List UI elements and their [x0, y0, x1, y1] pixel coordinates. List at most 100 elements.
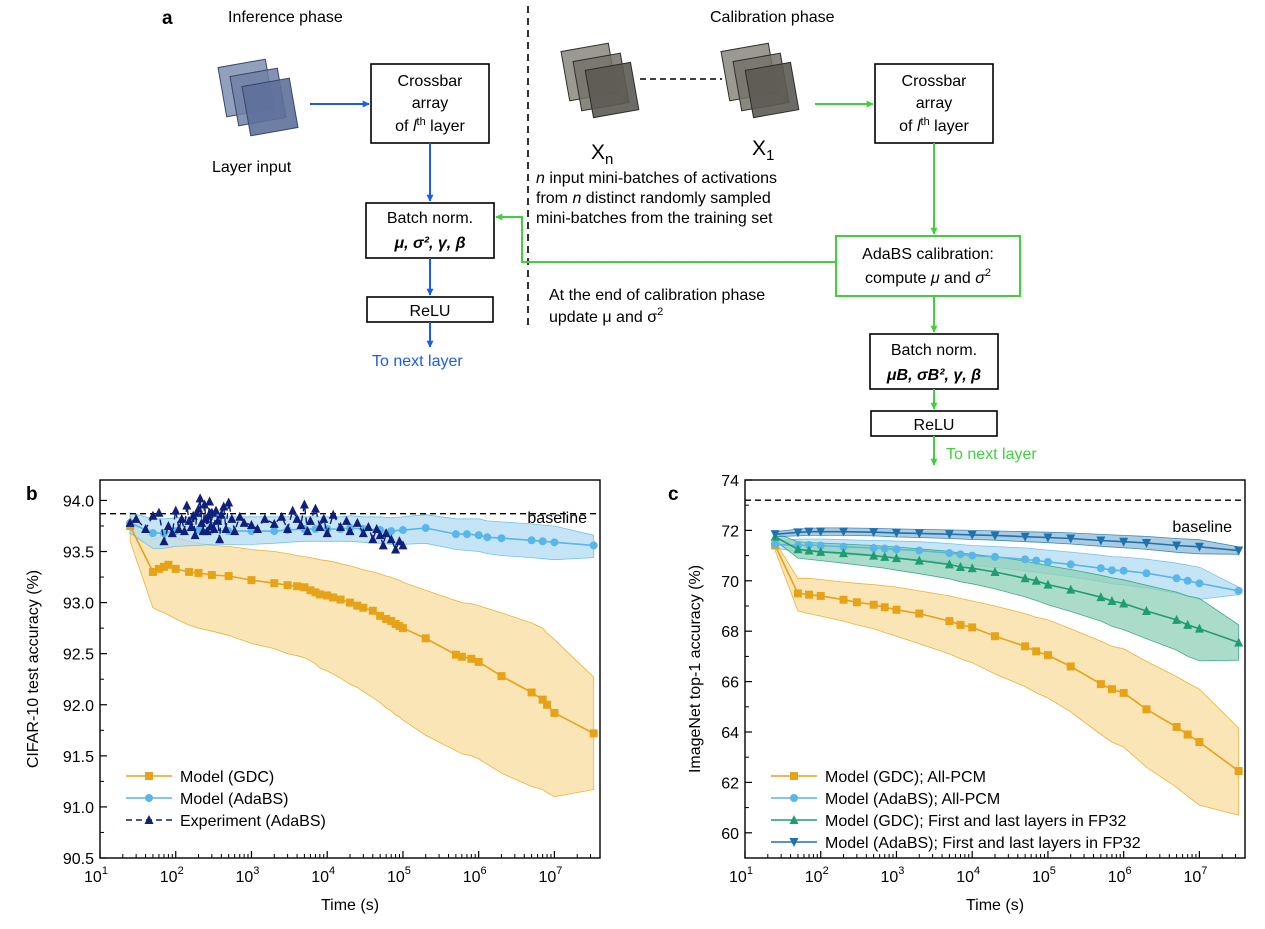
- ytick-label-c-3: 66: [721, 675, 739, 692]
- xtick-label-b-1: 102: [160, 865, 184, 886]
- calibration-batchnorm-params: μB, σB², γ, β: [886, 367, 981, 384]
- point-c-1-7: [892, 545, 901, 554]
- point-b-1-17: [387, 527, 396, 536]
- xtick-label-b-6: 107: [538, 865, 562, 886]
- ytick-label-b-2: 91.5: [63, 749, 94, 766]
- point-c-2-6: [880, 551, 890, 561]
- ytick-label-b-7: 94.0: [63, 493, 94, 510]
- point-b-0-5: [171, 564, 180, 573]
- point-c-2-18: [1107, 595, 1117, 605]
- point-b-0-40: [550, 708, 559, 717]
- point-b-0-13: [293, 582, 302, 591]
- panel-c-label: c: [668, 484, 679, 505]
- point-b-2-55: [319, 513, 329, 523]
- calibration-crossbar-line2: array: [916, 95, 952, 112]
- legend-label-b-1: Model (AdaBS): [180, 791, 289, 808]
- point-b-2-26: [205, 496, 215, 506]
- point-b-2-36: [224, 497, 234, 507]
- point-b-2-1: [131, 513, 141, 523]
- point-c-3-6: [891, 528, 901, 538]
- point-b-2-9: [174, 524, 184, 534]
- point-b-2-69: [386, 534, 396, 544]
- point-c-2-20: [1141, 606, 1151, 616]
- point-c-2-10: [955, 561, 965, 571]
- point-c-0-16: [1043, 651, 1052, 660]
- point-c-1-20: [1142, 569, 1151, 578]
- point-c-3-1: [793, 528, 803, 538]
- point-b-0-38: [538, 695, 547, 704]
- point-b-2-48: [292, 513, 302, 523]
- point-b-2-54: [315, 521, 325, 531]
- ytick-label-c-7: 74: [721, 473, 739, 490]
- point-c-1-8: [915, 546, 924, 555]
- calibration-crossbar-line1: Crossbar: [902, 73, 968, 90]
- inference-crossbar-line3: of lth layer: [395, 116, 465, 135]
- point-c-2-15: [1043, 579, 1053, 589]
- point-b-0-10: [247, 576, 256, 585]
- point-b-2-7: [167, 528, 177, 538]
- point-b-1-25: [527, 536, 536, 545]
- point-c-0-22: [1172, 722, 1181, 731]
- point-c-1-4: [839, 542, 848, 551]
- point-c-3-8: [944, 530, 954, 540]
- point-b-0-35: [474, 657, 483, 666]
- point-b-2-60: [345, 526, 355, 536]
- arrow-update-stats: [495, 213, 836, 263]
- point-c-2-1: [793, 544, 803, 554]
- point-c-0-15: [1032, 647, 1041, 656]
- ytick-label-b-5: 93.0: [63, 596, 94, 613]
- legend-marker-b-0: [145, 772, 153, 780]
- point-c-1-18: [1107, 566, 1116, 575]
- band-c-0: [774, 540, 1240, 816]
- point-b-1-28: [589, 541, 598, 550]
- point-b-2-0: [125, 517, 135, 527]
- point-b-2-43: [260, 513, 270, 523]
- point-c-2-11: [967, 563, 977, 573]
- point-c-2-12: [990, 566, 1000, 576]
- legend-label-c-1: Model (AdaBS); All-PCM: [825, 791, 1000, 808]
- legend-marker-c-3: [789, 838, 799, 847]
- point-b-2-50: [299, 499, 309, 509]
- point-c-1-19: [1119, 566, 1128, 575]
- point-b-0-20: [336, 595, 345, 604]
- xtick-label-b-3: 104: [311, 865, 335, 886]
- point-c-3-15: [1119, 537, 1129, 547]
- point-b-2-38: [230, 526, 240, 536]
- point-b-1-1: [148, 529, 157, 538]
- point-c-3-18: [1194, 542, 1204, 552]
- point-b-2-57: [328, 509, 338, 519]
- update-stats-line2: update μ and σ2: [549, 306, 663, 326]
- point-c-1-16: [1066, 560, 1075, 569]
- point-b-0-1: [148, 567, 157, 576]
- point-b-2-45: [277, 511, 287, 521]
- point-b-2-70: [391, 544, 401, 554]
- xtick-label-c-5: 106: [1108, 865, 1132, 886]
- point-b-2-11: [179, 526, 189, 536]
- point-b-2-61: [352, 517, 362, 527]
- point-c-2-3: [816, 546, 826, 556]
- point-c-0-14: [1021, 642, 1030, 651]
- point-b-2-42: [252, 524, 262, 534]
- ylabel-c: ImageNet top-1 accuracy (%): [687, 565, 704, 773]
- panel-b-label: b: [26, 484, 38, 505]
- point-c-2-16: [1066, 584, 1076, 594]
- point-b-2-19: [195, 493, 205, 503]
- point-b-2-31: [213, 515, 223, 525]
- point-c-0-17: [1066, 662, 1075, 671]
- point-b-2-44: [269, 518, 279, 528]
- band-b-0: [129, 514, 595, 798]
- point-b-0-14: [300, 583, 309, 592]
- point-c-1-12: [991, 552, 999, 561]
- point-c-1-5: [869, 544, 878, 553]
- panel-a-label: a: [162, 8, 173, 29]
- point-b-2-51: [303, 526, 313, 536]
- point-b-0-19: [329, 593, 338, 602]
- point-b-0-6: [185, 567, 194, 576]
- point-c-3-19: [1234, 546, 1244, 556]
- point-c-2-21: [1172, 614, 1182, 624]
- point-c-0-12: [968, 623, 977, 632]
- point-c-0-2: [805, 590, 814, 599]
- point-c-2-5: [869, 550, 879, 560]
- point-c-1-23: [1195, 579, 1204, 588]
